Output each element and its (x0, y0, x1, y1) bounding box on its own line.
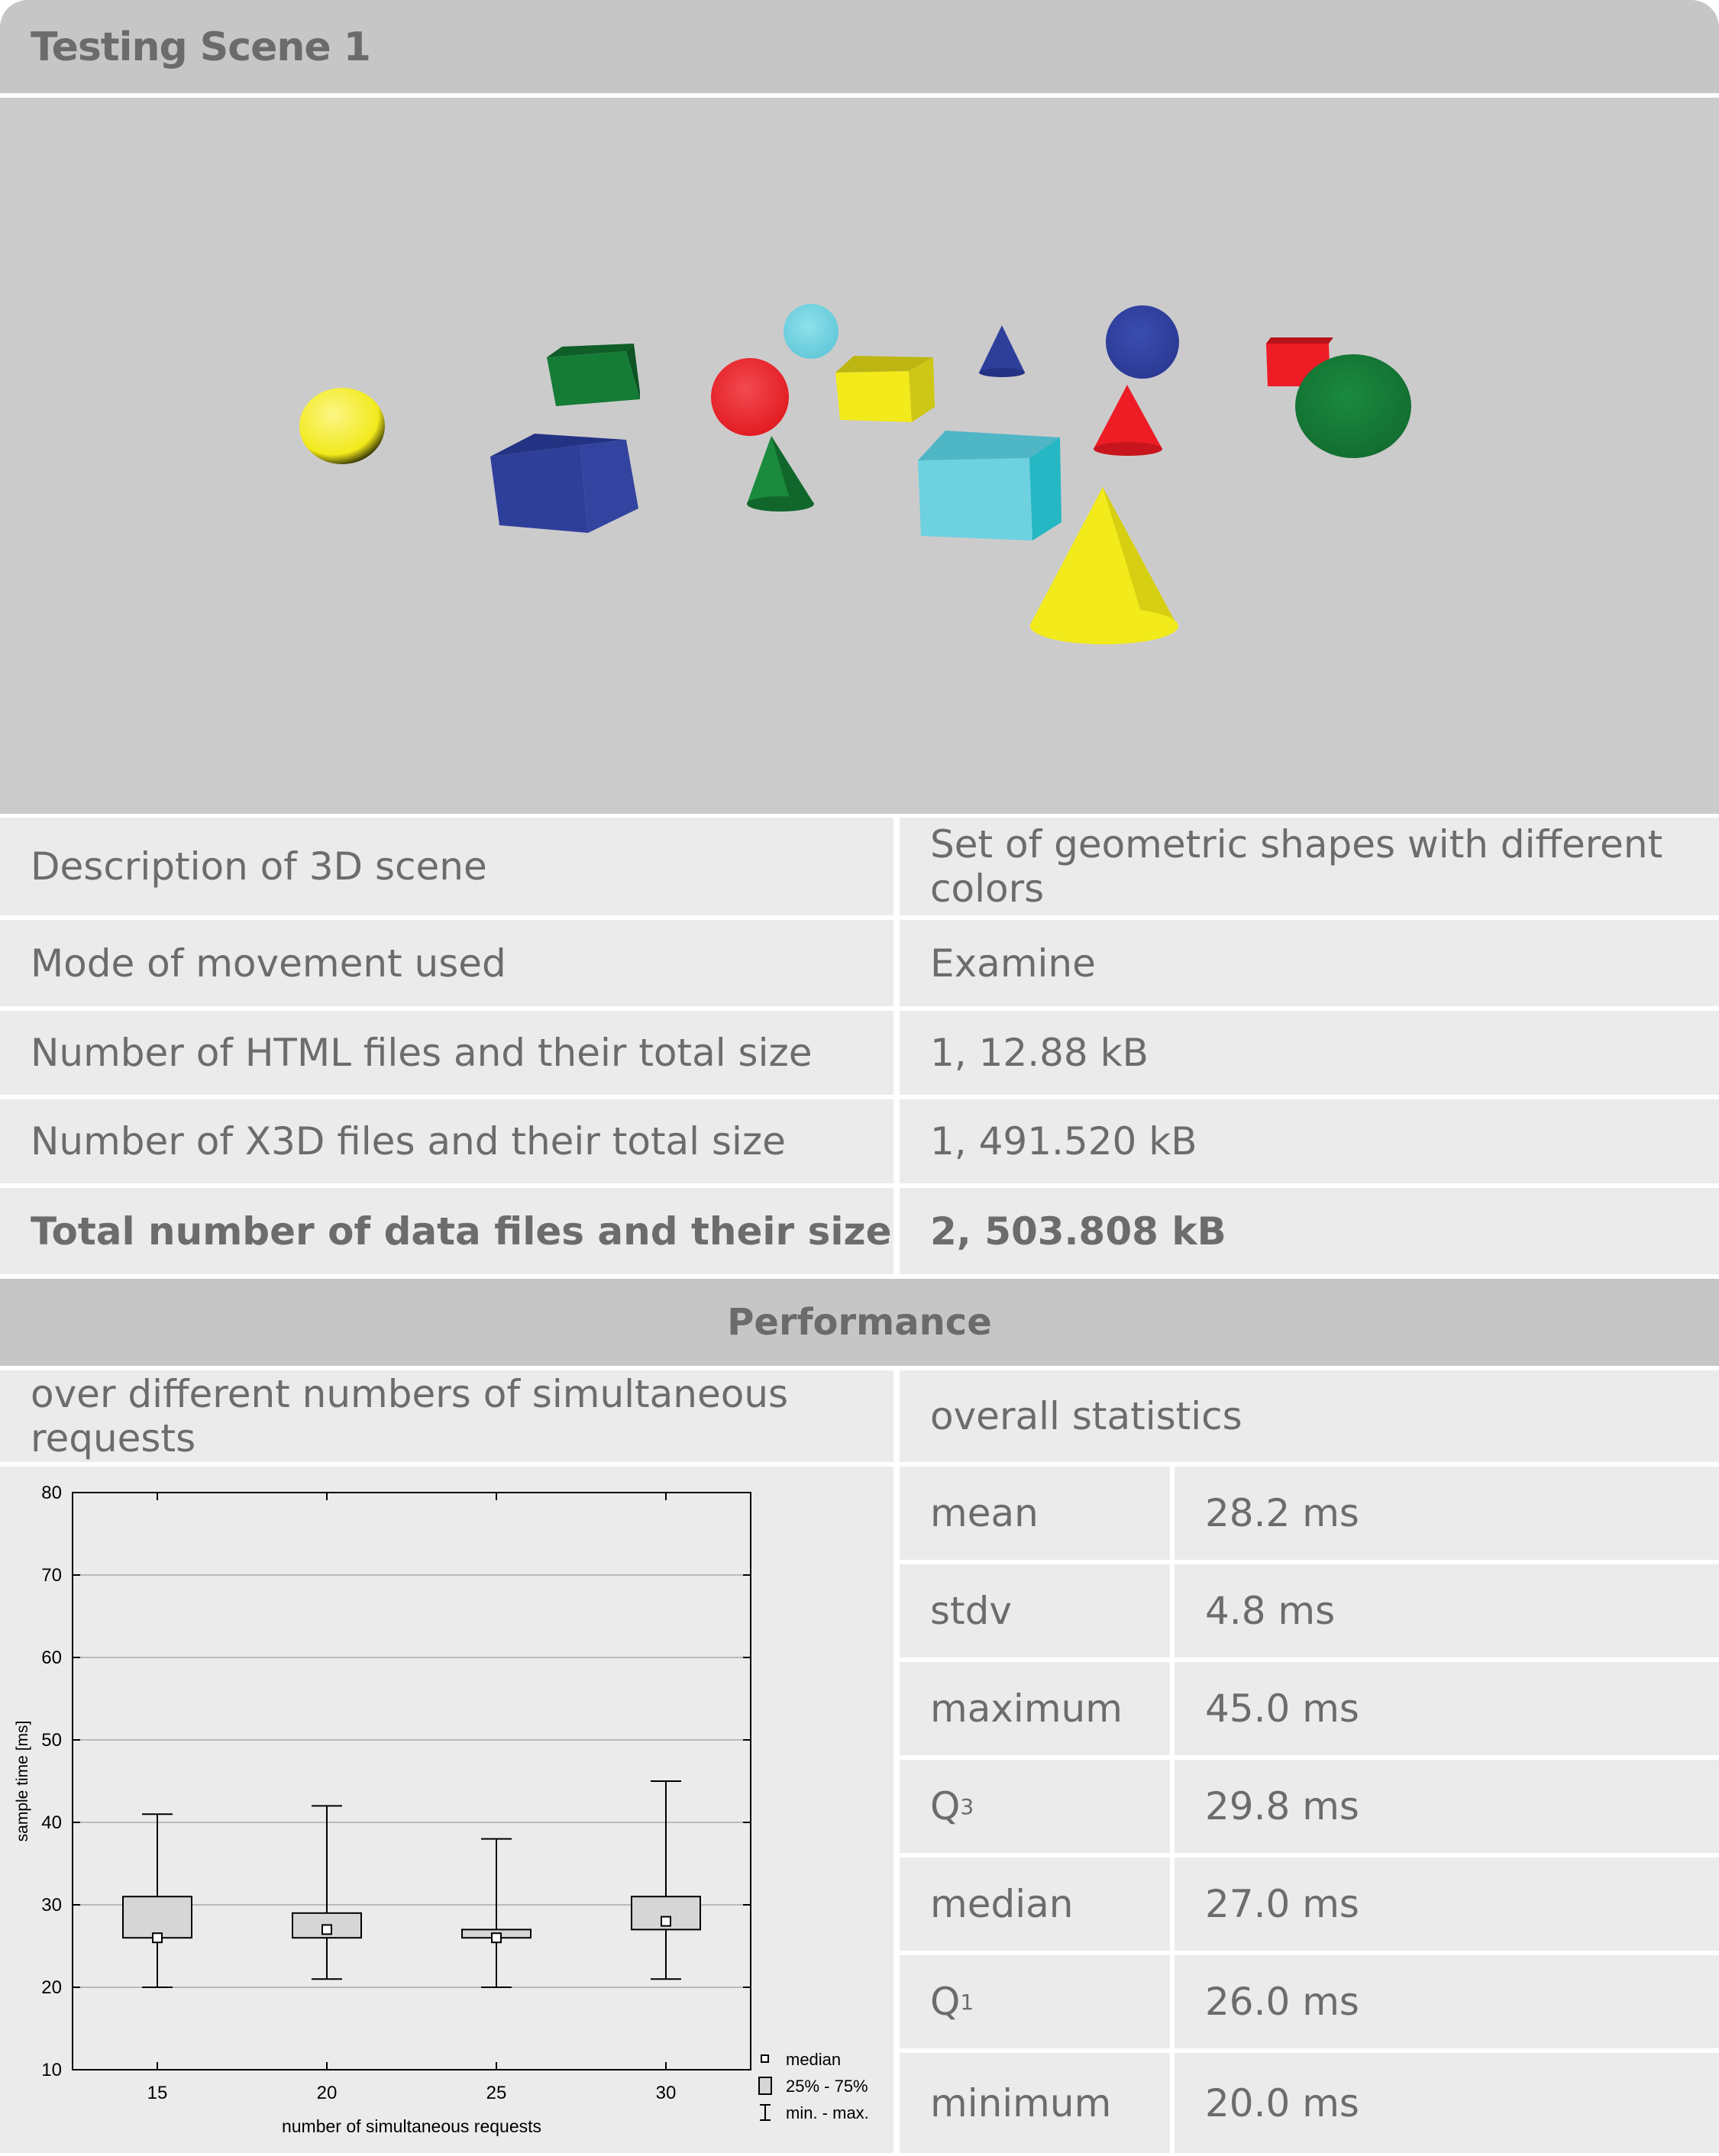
info-label-description: Description of 3D scene (0, 818, 893, 915)
stat-value: 20.0 ms (1175, 2053, 1719, 2153)
x-axis-label: number of simultaneous requests (282, 2116, 541, 2136)
info-value-movement: Examine (900, 920, 1719, 1006)
yellow-sphere[interactable] (299, 388, 385, 464)
scene-viewport[interactable] (0, 98, 1719, 814)
info-value-x3d-files: 1, 491.520 kB (900, 1099, 1719, 1183)
yellow-cone[interactable] (1029, 487, 1178, 644)
y-tick-label: 20 (41, 1977, 62, 1998)
median-marker (322, 1924, 332, 1935)
median-marker (661, 1916, 671, 1927)
scene-canvas (299, 304, 1411, 644)
title-bar (0, 0, 1719, 93)
y-tick-label: 60 (41, 1648, 62, 1668)
median-marker (152, 1932, 163, 1944)
x-tick-label: 20 (317, 2083, 338, 2103)
y-tick-label: 80 (41, 1483, 62, 1503)
page-title: Testing Scene 1 (31, 24, 371, 70)
info-value-description: Set of geometric shapes with different c… (900, 818, 1719, 915)
stat-value: 26.0 ms (1175, 1955, 1719, 2048)
y-axis-label: sample time [ms] (14, 1721, 31, 1842)
green-cone[interactable] (747, 436, 814, 512)
green-sphere[interactable] (1295, 354, 1411, 458)
stat-label-subscript: 3 (960, 1793, 974, 1819)
stat-label: stdv (900, 1564, 1170, 1657)
legend-label: median (786, 2050, 841, 2069)
cyan-box[interactable] (918, 431, 1061, 541)
info-label-total-files: Total number of data files and their siz… (0, 1188, 893, 1274)
y-tick-label: 50 (41, 1730, 62, 1751)
legend-label: 25% - 75% (786, 2077, 868, 2096)
stat-label: median (900, 1857, 1170, 1951)
stats-heading: overall statistics (900, 1370, 1719, 1462)
blue-sphere[interactable] (1106, 305, 1179, 379)
chart-panel: 10 20 30 40 50 60 70 80 15 20 25 30 number of simult… (0, 1467, 893, 2153)
x-tick-label: 25 (486, 2083, 507, 2103)
legend-box-marker (758, 2077, 772, 2095)
box-plot-chart: 10 20 30 40 50 60 70 80 15 20 25 30 number of simult… (14, 1483, 869, 2136)
legend-median-marker (761, 2054, 769, 2063)
performance-heading: Performance (0, 1279, 1719, 1366)
y-tick-label: 40 (41, 1812, 62, 1833)
stat-value: 27.0 ms (1175, 1857, 1719, 1951)
info-value-html-files: 1, 12.88 kB (900, 1011, 1719, 1095)
y-tick-label: 30 (41, 1895, 62, 1916)
info-label-html-files: Number of HTML files and their total siz… (0, 1011, 893, 1095)
green-box[interactable] (547, 344, 640, 406)
stat-value: 4.8 ms (1175, 1564, 1719, 1657)
small-blue-cone[interactable] (979, 325, 1025, 377)
legend-label: min. - max. (786, 2103, 869, 2122)
yellow-box[interactable] (835, 356, 935, 422)
y-tick-label: 10 (41, 2060, 62, 2080)
median-marker (491, 1932, 502, 1944)
stat-label-subscript: 1 (960, 1989, 974, 2015)
plot-area (72, 1492, 751, 2070)
blue-box[interactable] (490, 434, 638, 533)
stat-value: 29.8 ms (1175, 1760, 1719, 1853)
box-iqr (122, 1896, 192, 1939)
red-sphere[interactable] (711, 358, 789, 436)
stat-value: 28.2 ms (1175, 1467, 1719, 1560)
chart-heading: over different numbers of simultaneous r… (0, 1370, 893, 1462)
cyan-sphere[interactable] (784, 304, 838, 359)
stat-label: maximum (900, 1662, 1170, 1755)
x-tick-label: 30 (656, 2083, 677, 2103)
red-cone[interactable] (1094, 385, 1162, 456)
y-tick-label: 70 (41, 1565, 62, 1586)
stat-label: mean (900, 1467, 1170, 1560)
info-label-x3d-files: Number of X3D files and their total size (0, 1099, 893, 1183)
stat-label: minimum (900, 2053, 1170, 2153)
stat-value: 45.0 ms (1175, 1662, 1719, 1755)
info-value-total-files: 2, 503.808 kB (900, 1188, 1719, 1274)
x-tick-label: 15 (147, 2083, 168, 2103)
info-label-movement: Mode of movement used (0, 920, 893, 1006)
